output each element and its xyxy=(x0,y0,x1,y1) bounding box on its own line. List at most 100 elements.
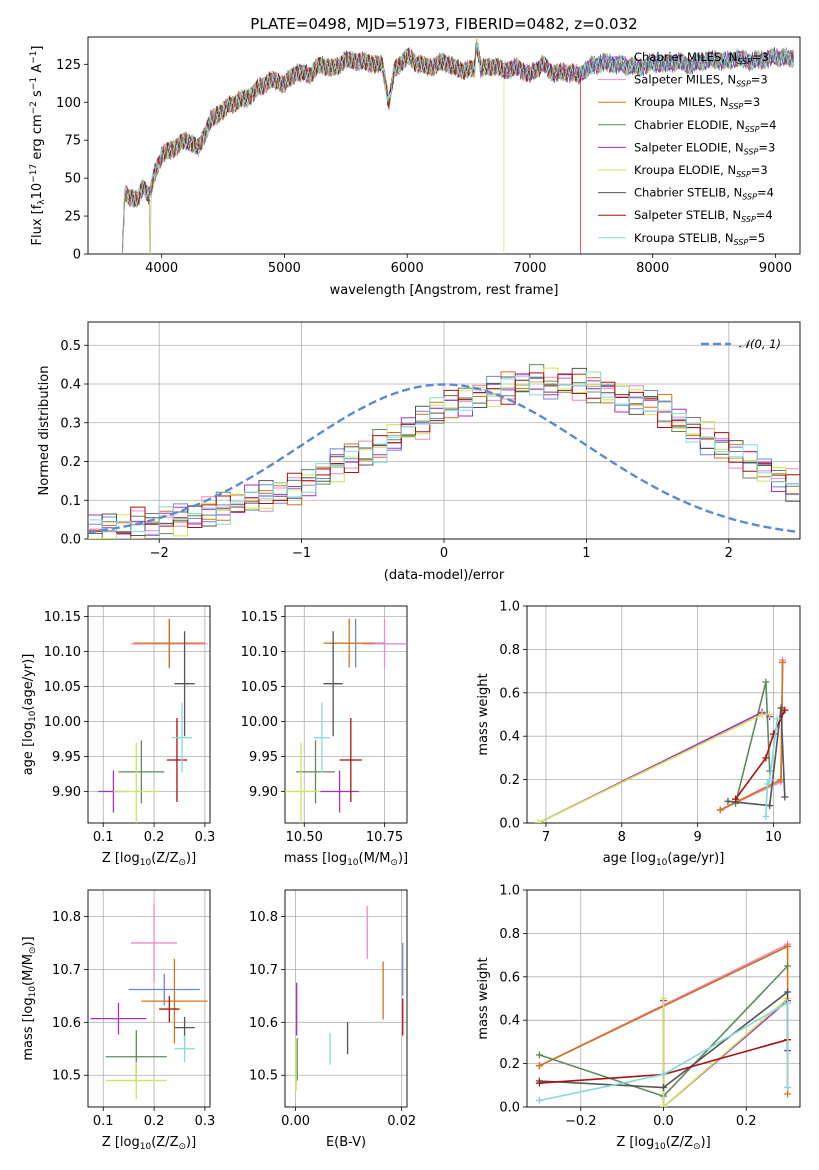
weight-line xyxy=(765,718,779,817)
y-axis-label-part: erg cm xyxy=(30,114,45,163)
x-tick-label: 6000 xyxy=(391,261,424,276)
x-axis-label-part: ( xyxy=(667,851,672,866)
y-tick-label: 10.00 xyxy=(44,715,81,730)
x-tick-label: 2 xyxy=(725,546,733,561)
x-axis-label-part: ( xyxy=(359,851,364,866)
y-tick-label: 0.1 xyxy=(60,494,81,509)
y-axis-label-part: ] xyxy=(30,46,45,51)
legend-label: Salpeter MILES, NSSP=3 xyxy=(634,73,768,89)
legend-label-value: =4 xyxy=(756,208,773,222)
y-tick-label: 50 xyxy=(64,172,81,187)
legend-label-sub: SSP xyxy=(745,125,760,134)
y-tick-label: 9.90 xyxy=(52,785,81,800)
errorbar-points xyxy=(98,618,208,823)
y-tick-label: 0.2 xyxy=(499,773,520,788)
x-axis-label: wavelength [Angstrom, rest frame] xyxy=(330,283,559,298)
x-tick-label: 0.0 xyxy=(653,1114,674,1129)
y-tick-label: 0.8 xyxy=(499,927,520,942)
y-axis-label-part: age [log xyxy=(21,722,36,775)
legend-label-value: =3 xyxy=(751,163,768,177)
y-axis-label-part: M/M xyxy=(21,954,36,981)
x-tick-label: 10.75 xyxy=(366,830,403,845)
axes-mass_vs_Z: 0.1 0.2 0.3 10.5 10.6 10.7 10.8 xyxy=(52,889,215,1129)
y-axis-label-part: λ xyxy=(37,199,47,205)
legend-label-main: Chabrier ELODIE, N xyxy=(634,118,745,132)
y-axis-label-part: age/yr xyxy=(21,663,36,705)
axes-mass_vs_EBV: 0.00 0.02 10.5 10.6 10.7 10.8 xyxy=(249,889,416,1129)
x-axis-label-part: age [log xyxy=(603,851,656,866)
x-axis-label: E(B-V) xyxy=(326,1135,366,1150)
y-tick-label: 10.7 xyxy=(249,963,278,978)
x-axis-label: (data-model)/error xyxy=(384,568,505,583)
x-axis-label-part: Z [log xyxy=(102,851,140,866)
y-axis-label-part: −2 xyxy=(29,101,39,114)
y-tick-label: 10.6 xyxy=(249,1016,278,1031)
x-axis-label: Z [log10(Z/Z⊙)] xyxy=(616,1135,710,1152)
axes-weight_vs_age: 7 8 9 10 0.0 0.2 0.4 0.6 0.8 1.0 xyxy=(499,600,801,845)
x-tick-label: 5000 xyxy=(268,261,301,276)
y-axis-label-part: 10 xyxy=(28,986,38,998)
x-axis-label-part: Z/Z xyxy=(671,1135,693,1150)
x-tick-label: −2 xyxy=(150,546,169,561)
y-axis-label-part: −1 xyxy=(29,51,39,64)
y-axis-label-part: ( xyxy=(21,981,36,986)
spectrum-series-line xyxy=(122,47,581,254)
y-tick-label: 10.10 xyxy=(44,645,81,660)
axes-frame xyxy=(87,321,801,540)
x-tick-label: −1 xyxy=(292,546,311,561)
y-tick-label: 10.8 xyxy=(249,910,278,925)
y-tick-label: 9.95 xyxy=(52,750,81,765)
y-tick-label: 0.6 xyxy=(499,686,520,701)
legend-label-main: Chabrier MILES, N xyxy=(634,50,737,64)
legend-label-sub: SSP xyxy=(736,170,751,179)
axes-frame xyxy=(87,605,211,824)
x-axis-label-part: Z/Z xyxy=(156,1135,178,1150)
weight-line xyxy=(734,681,771,804)
x-tick-label: 0.1 xyxy=(93,830,114,845)
y-tick-label: 75 xyxy=(64,134,81,149)
x-tick-label: −0.2 xyxy=(565,1114,597,1129)
y-tick-label: 0 xyxy=(73,248,81,263)
y-axis-label: Flux [fλ10−17 erg cm−2 s−1 A−1] xyxy=(29,46,47,246)
y-tick-label: 9.95 xyxy=(249,750,278,765)
x-axis-label-part: 10 xyxy=(140,1142,152,1152)
x-axis-label-part: ⊙ xyxy=(178,1142,186,1152)
y-tick-label: 0.5 xyxy=(60,339,81,354)
spectrum-lines xyxy=(122,37,794,254)
x-axis-label-part: ⊙ xyxy=(390,858,398,868)
legend-label-value: =3 xyxy=(743,95,760,109)
y-tick-label: 0.6 xyxy=(499,970,520,985)
weight-line xyxy=(539,1001,789,1102)
y-tick-label: 0.8 xyxy=(499,643,520,658)
x-axis-label-part: )] xyxy=(186,1135,196,1150)
x-axis-label-part: ( xyxy=(151,1135,156,1150)
errorbar-points xyxy=(295,905,404,1092)
y-axis-label-part: ⊙ xyxy=(28,947,38,955)
weight-line xyxy=(734,709,786,800)
legend-label-sub: SSP xyxy=(737,57,752,66)
y-tick-label: 10.8 xyxy=(52,910,81,925)
x-axis-label-part: ( xyxy=(666,1135,671,1150)
legend-label-value: =3 xyxy=(752,50,769,64)
y-tick-label: 0.2 xyxy=(499,1057,520,1072)
y-tick-label: 10.15 xyxy=(44,610,81,625)
legend-label-value: =3 xyxy=(758,140,775,154)
y-axis-label-part: )] xyxy=(21,654,36,664)
legend-label: Kroupa STELIB, NSSP=5 xyxy=(634,231,765,247)
x-tick-label: 0.2 xyxy=(736,1114,757,1129)
y-axis-label-part: ( xyxy=(21,706,36,711)
y-axis-label-part: A xyxy=(30,64,45,77)
y-axis-label: mass weight xyxy=(476,957,491,1039)
x-axis-label-part: Z/Z xyxy=(156,851,178,866)
legend-label-sub: SSP xyxy=(736,80,751,89)
y-tick-label: 125 xyxy=(56,58,81,73)
y-tick-label: 10.5 xyxy=(52,1069,81,1084)
legend-label-main: Chabrier STELIB, N xyxy=(634,186,742,200)
legend-label-sub: SSP xyxy=(742,193,757,202)
axes-frame xyxy=(526,605,801,824)
legend-label-main: Kroupa ELODIE, N xyxy=(634,163,736,177)
x-tick-label: 0.02 xyxy=(387,1114,416,1129)
y-tick-label: 10.05 xyxy=(44,680,81,695)
x-axis-label-part: mass [log xyxy=(284,851,347,866)
